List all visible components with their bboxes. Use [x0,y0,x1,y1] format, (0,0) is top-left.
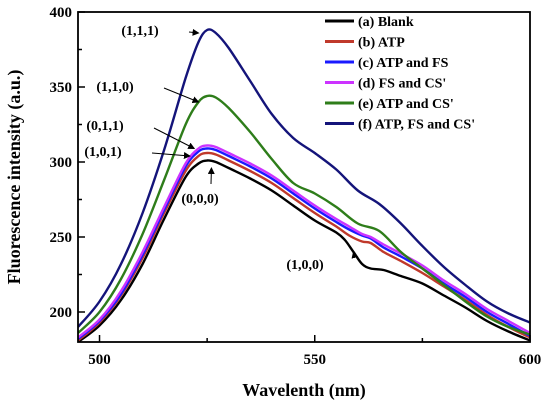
annotation-arrow [188,28,200,36]
plot-frame [77,11,531,343]
series-line-1 [78,159,530,342]
legend-label: (b) ATP [358,36,405,51]
annotation-label: (1,1,0) [96,80,134,95]
annotation-arrow [151,152,191,160]
y-axis-label: Fluorescence intensity (a.u.) [4,70,25,285]
axis-ticks: 500 550 600 200 250 300 350 400 [50,5,542,368]
annotation-label: (1,1,1) [121,24,159,39]
legend-label: (d) FS and CS' [358,77,446,92]
series-line-4 [78,144,530,339]
annotation-label: (1,0,1) [84,145,122,160]
series-line-2 [78,151,530,342]
legend: (a) Blank (b) ATP (c) ATP and FS (d) FS and… [325,15,475,133]
y-tick-label: 300 [50,155,73,171]
x-tick-label: 600 [519,352,542,368]
series-lines [78,28,530,342]
y-tick-label: 250 [50,230,73,246]
legend-label: (c) ATP and FS [358,56,449,71]
y-tick-label: 200 [50,305,73,321]
annotation-arrow [163,87,200,103]
annotation-label: (0,0,0) [181,192,219,207]
x-axis-label: Wavelenth (nm) [242,380,366,401]
x-tick-label: 550 [304,352,327,368]
annotation-label: (0,1,1) [86,119,124,134]
y-tick-label: 400 [50,5,73,21]
legend-label: (a) Blank [358,15,414,30]
annotation-arrow [153,127,196,149]
legend-label: (f) ATP, FS and CS' [358,118,475,133]
y-tick-label: 350 [50,80,73,96]
annotation-label: (1,0,0) [286,258,324,273]
series-line-6 [78,28,530,328]
x-tick-label: 500 [88,352,111,368]
legend-label: (e) ATP and CS' [358,97,454,112]
annotations: (1,1,1) (1,1,0) (0,1,1) (1,0,1) (0,0,0) (1,0,… [84,24,359,273]
series-line-5 [78,94,530,336]
